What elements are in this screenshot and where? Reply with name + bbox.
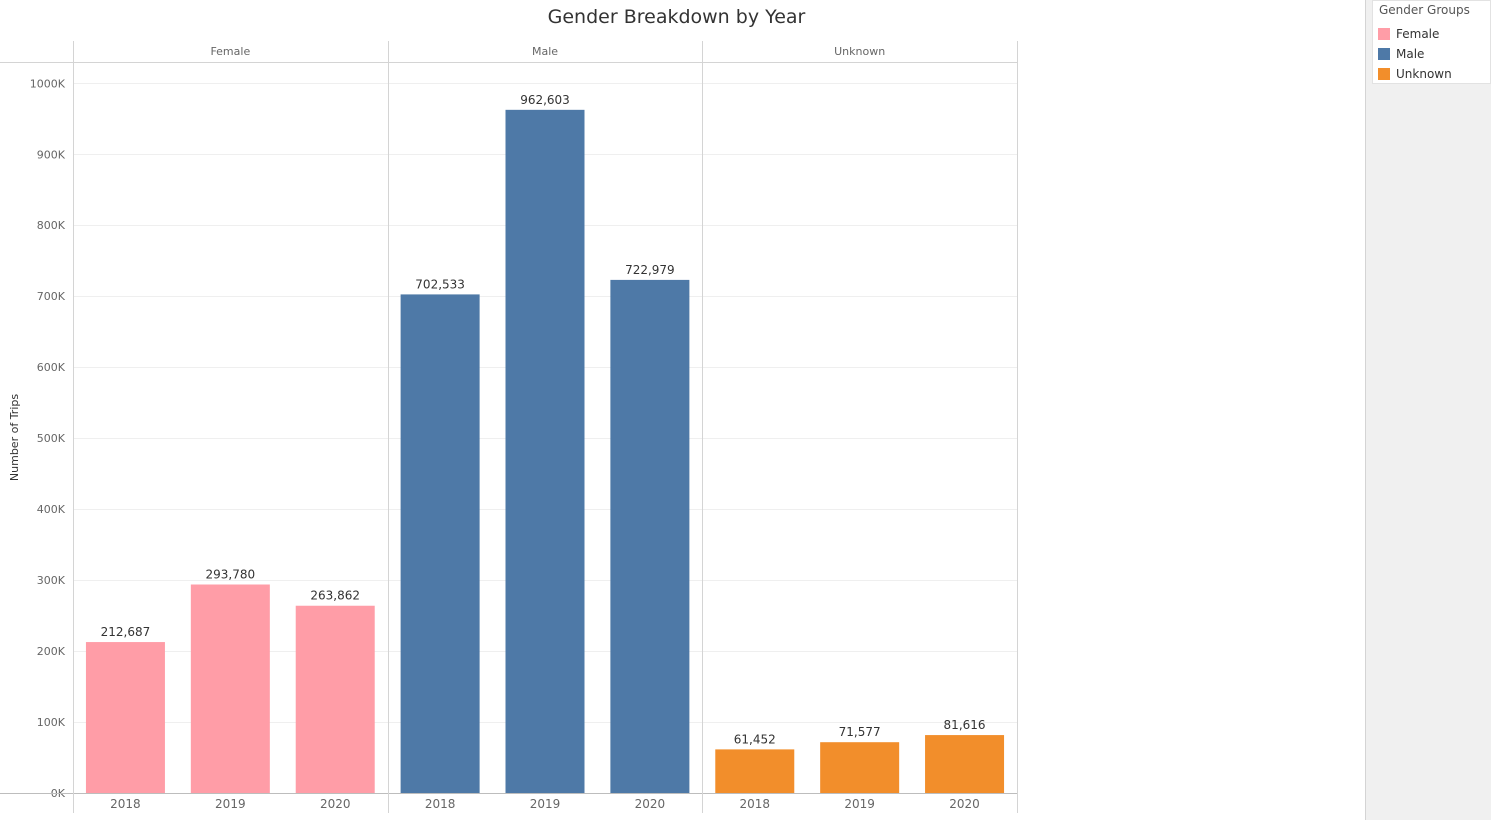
x-tick-label: 2019: [844, 797, 875, 811]
y-tick-label: 700K: [37, 290, 66, 303]
legend-label-unknown: Unknown: [1396, 67, 1452, 81]
panel-header-unknown: Unknown: [834, 45, 885, 58]
legend: Gender Groups Female Male Unknown: [1372, 0, 1491, 84]
bar-unknown-2020: [925, 735, 1005, 793]
bar-male-2019: [505, 109, 585, 794]
y-axis-title: Number of Trips: [8, 394, 21, 481]
legend-item-female[interactable]: Female: [1377, 27, 1489, 43]
right-side-panel: [1365, 0, 1491, 820]
legend-item-male[interactable]: Male: [1377, 47, 1489, 63]
panel-header-female: Female: [210, 45, 250, 58]
y-tick-label: 300K: [37, 574, 66, 587]
legend-swatch-female: [1378, 28, 1390, 40]
legend-label-female: Female: [1396, 27, 1440, 41]
legend-swatch-male: [1378, 48, 1390, 60]
data-label: 71,577: [839, 725, 881, 739]
x-tick-label: 2019: [530, 797, 561, 811]
legend-label-male: Male: [1396, 47, 1425, 61]
x-tick-label: 2018: [740, 797, 771, 811]
y-tick-label: 100K: [37, 716, 66, 729]
y-tick-label: 900K: [37, 148, 66, 161]
bar-female-2019: [190, 584, 270, 793]
data-label: 61,452: [734, 732, 776, 746]
y-tick-label: 600K: [37, 361, 66, 374]
legend-item-unknown[interactable]: Unknown: [1377, 67, 1489, 83]
data-label: 962,603: [520, 93, 570, 107]
y-tick-label: 500K: [37, 432, 66, 445]
legend-title: Gender Groups: [1379, 3, 1470, 17]
x-tick-label: 2018: [425, 797, 456, 811]
bar-female-2018: [85, 642, 165, 793]
y-tick-label: 1000K: [30, 77, 66, 90]
data-label: 722,979: [625, 263, 675, 277]
bar-male-2018: [400, 294, 480, 793]
data-label: 702,533: [415, 277, 465, 291]
y-tick-label: 400K: [37, 503, 66, 516]
legend-swatch-unknown: [1378, 68, 1390, 80]
y-tick-label: 200K: [37, 645, 66, 658]
data-label: 212,687: [101, 625, 151, 639]
bar-female-2020: [295, 605, 375, 793]
x-tick-label: 2019: [215, 797, 246, 811]
x-tick-label: 2020: [635, 797, 666, 811]
bar-chart: 0K100K200K300K400K500K600K700K800K900K10…: [0, 41, 1018, 813]
bar-male-2020: [610, 279, 690, 793]
x-tick-label: 2020: [320, 797, 351, 811]
x-tick-label: 2020: [949, 797, 980, 811]
bar-unknown-2019: [820, 742, 900, 793]
panel-header-male: Male: [532, 45, 558, 58]
x-tick-label: 2018: [110, 797, 141, 811]
data-label: 81,616: [944, 718, 986, 732]
y-tick-label: 800K: [37, 219, 66, 232]
data-label: 293,780: [206, 568, 256, 582]
data-label: 263,862: [310, 589, 360, 603]
bar-unknown-2018: [715, 749, 795, 793]
chart-title: Gender Breakdown by Year: [547, 6, 806, 28]
